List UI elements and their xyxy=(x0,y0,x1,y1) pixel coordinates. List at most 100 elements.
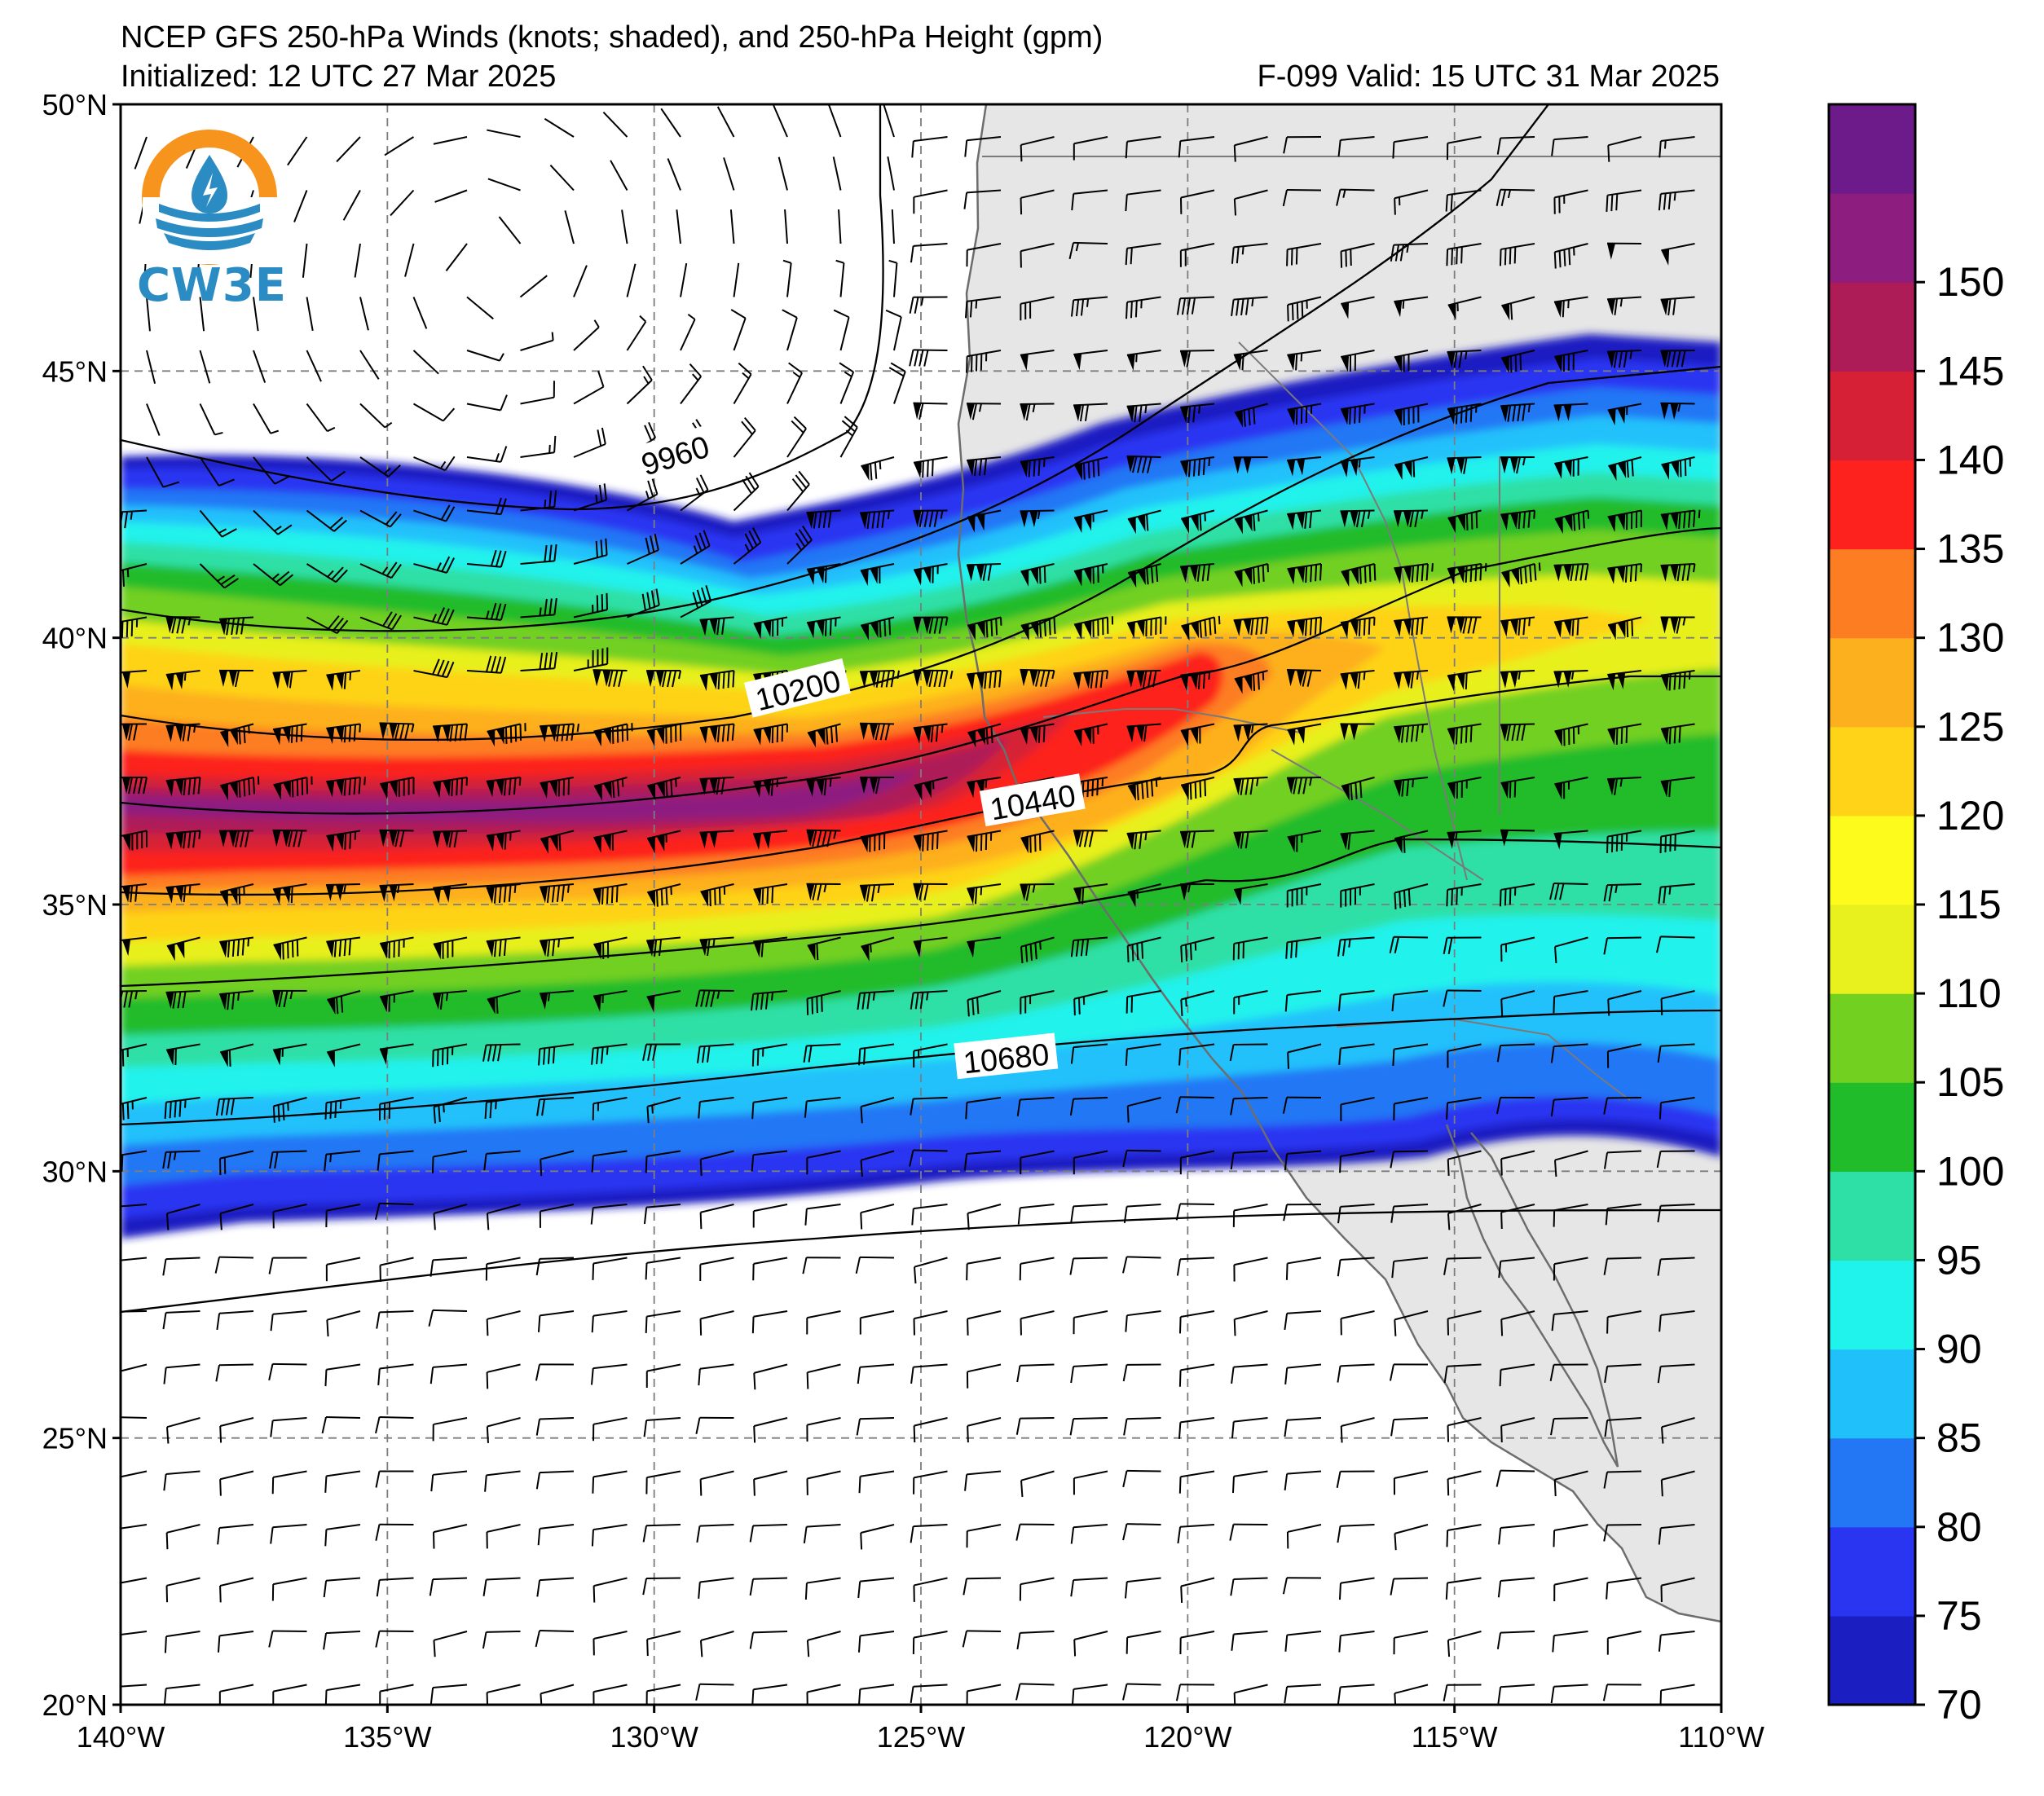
wind-barb xyxy=(1500,1204,1535,1230)
wind-barb xyxy=(1020,456,1055,478)
wind-barb xyxy=(913,1310,948,1336)
wind-barb xyxy=(573,265,588,297)
colorbar-segment xyxy=(1829,1437,1915,1528)
wind-barb xyxy=(430,1470,468,1492)
wind-barb xyxy=(751,1097,788,1120)
wind-barb xyxy=(1500,723,1535,742)
wind-barb xyxy=(645,1363,681,1389)
wind-barb xyxy=(121,1310,148,1313)
wind-barb xyxy=(412,350,439,375)
wind-barb xyxy=(433,136,468,145)
wind-barb xyxy=(466,497,507,516)
wind-barb xyxy=(749,1524,788,1543)
wind-barb xyxy=(413,658,455,679)
wind-barb xyxy=(1178,1310,1215,1334)
wind-barb xyxy=(1180,936,1215,963)
wind-barb xyxy=(749,1577,788,1596)
wind-barb xyxy=(540,936,575,957)
wind-barb xyxy=(1126,723,1161,743)
wind-barb xyxy=(910,990,948,1010)
wind-barb xyxy=(1447,1417,1482,1442)
colorbar-segment xyxy=(1829,1171,1915,1261)
wind-barb xyxy=(1661,243,1695,266)
wind-barb xyxy=(753,723,788,746)
wind-barb xyxy=(564,210,575,244)
wind-barb xyxy=(1125,1043,1161,1066)
wind-barb xyxy=(966,563,1002,582)
wind-barb xyxy=(1020,936,1055,964)
wind-barb xyxy=(1073,563,1108,587)
wind-barb xyxy=(1287,296,1322,322)
wind-barb xyxy=(642,1577,681,1596)
wind-barb xyxy=(214,1256,254,1274)
wind-barb xyxy=(859,722,895,741)
wind-barb xyxy=(833,309,850,351)
wind-barb xyxy=(1660,509,1701,530)
wind-barb xyxy=(1231,1470,1268,1494)
wind-barb xyxy=(1659,1310,1695,1332)
wind-barb xyxy=(861,936,895,962)
wind-barb xyxy=(593,830,628,853)
political-borders xyxy=(982,156,1721,1101)
wind-barb xyxy=(1286,243,1322,266)
wind-barb xyxy=(962,1630,1002,1648)
wind-barb xyxy=(1390,1577,1429,1596)
wind-barb xyxy=(1016,1631,1055,1650)
wind-barb xyxy=(806,1470,841,1495)
lon-tick-label: 140°W xyxy=(77,1720,165,1754)
wind-barb xyxy=(1070,1363,1108,1384)
colorbar-tick-label: 110 xyxy=(1936,971,2002,1016)
wind-barb xyxy=(1393,1470,1429,1495)
wind-barb xyxy=(1553,1524,1588,1547)
wind-barb xyxy=(1553,1257,1588,1281)
wind-barb xyxy=(807,723,841,748)
wind-barb xyxy=(165,1524,200,1550)
wind-barb xyxy=(1497,1684,1535,1704)
wind-barb xyxy=(1390,243,1429,262)
colorbar-segment xyxy=(1829,282,1915,372)
wind-barb xyxy=(1390,1204,1429,1223)
wind-barb xyxy=(1660,563,1696,582)
wind-barb xyxy=(1234,509,1268,535)
colorbar-tick-label: 95 xyxy=(1936,1237,1982,1283)
wind-barb xyxy=(573,319,600,351)
wind-barb xyxy=(1286,883,1322,908)
wind-barb xyxy=(484,1097,521,1120)
wind-barb xyxy=(486,830,521,852)
wind-barb xyxy=(1447,1310,1482,1336)
wind-barb xyxy=(165,1577,200,1603)
wind-barb xyxy=(1070,1204,1108,1223)
cw3e-logo: CW3E xyxy=(134,122,289,318)
wind-barb xyxy=(592,1470,628,1494)
wind-barb xyxy=(1123,1204,1161,1223)
wind-barb xyxy=(1234,403,1268,428)
wind-barb xyxy=(215,1097,254,1116)
wind-barb xyxy=(306,563,348,583)
wind-barb xyxy=(590,1363,628,1385)
wind-barb xyxy=(253,509,293,535)
wind-barb xyxy=(696,1043,734,1063)
wind-barb xyxy=(733,362,752,405)
wind-barb xyxy=(1122,1683,1161,1701)
colorbar-tick-label: 135 xyxy=(1936,526,2004,572)
wind-barb xyxy=(1020,189,1055,215)
wind-barb xyxy=(913,456,948,478)
wind-barb xyxy=(1338,1577,1375,1600)
wind-barb xyxy=(271,1470,307,1494)
wind-barb xyxy=(1336,1470,1375,1489)
colorbar-segment xyxy=(1829,637,1915,728)
wind-barb xyxy=(306,297,314,332)
wind-barb xyxy=(804,1204,841,1226)
wind-barb xyxy=(1020,136,1055,162)
wind-barb xyxy=(699,1310,734,1336)
wind-barb xyxy=(487,178,521,191)
wind-barb xyxy=(913,830,948,852)
wind-barb xyxy=(466,602,507,621)
wind-barb xyxy=(1394,189,1429,215)
wind-barb xyxy=(733,472,760,512)
wind-barb xyxy=(1553,296,1588,318)
wind-barb xyxy=(268,1362,307,1380)
wind-barb xyxy=(1447,616,1482,634)
wind-barb xyxy=(1175,1684,1215,1701)
